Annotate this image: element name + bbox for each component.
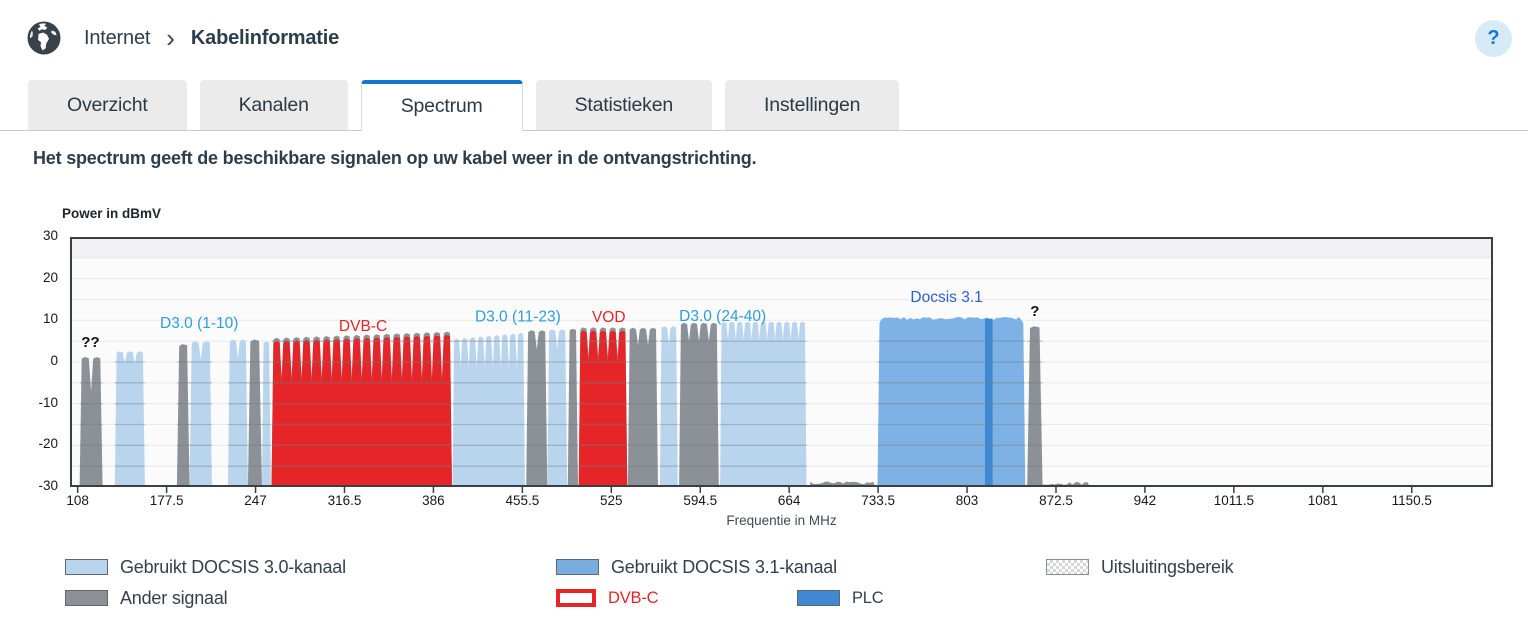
chart-annotation-4: VOD: [592, 309, 626, 326]
y-axis-title: Power in dBmV: [62, 206, 162, 221]
legend-item-other: Ander signaal: [65, 587, 228, 608]
chart-annotation-0: ??: [81, 334, 99, 351]
legend: Gebruikt DOCSIS 3.0-kanaal Gebruikt DOCSI…: [0, 557, 1528, 623]
y-tick-label: 0: [50, 353, 58, 368]
x-axis-title: Frequentie in MHz: [726, 513, 837, 528]
x-tick-label: 1081: [1307, 493, 1338, 508]
legend-item-dvbc: DVB-C: [556, 588, 659, 608]
legend-swatch-other: [65, 590, 108, 606]
tab-kanalen[interactable]: Kanalen: [199, 80, 348, 130]
x-tick-label: 942: [1133, 493, 1157, 508]
legend-item-d31: Gebruikt DOCSIS 3.1-kanaal: [556, 557, 837, 577]
header: Internet › Kabelinformatie ?: [26, 14, 1512, 62]
tab-bar: Overzicht Kanalen Spectrum Statistieken Inst…: [0, 80, 1528, 131]
tab-spectrum[interactable]: Spectrum: [360, 80, 523, 131]
legend-item-d30: Gebruikt DOCSIS 3.0-kanaal: [65, 557, 346, 577]
legend-label: Ander signaal: [120, 587, 228, 608]
spectrum-plot: ?? D3.0 (1-10) DVB-C D3.0 (11-23) VOD D3.0 (2…: [70, 237, 1493, 493]
y-tick-label: -20: [38, 436, 58, 452]
legend-label: Uitsluitingsbereik: [1101, 556, 1234, 577]
legend-swatch-excl: [1046, 559, 1089, 575]
breadcrumb-separator-icon: ›: [166, 23, 175, 53]
tab-instellingen[interactable]: Instellingen: [725, 80, 900, 130]
y-tick-label: -30: [38, 478, 58, 493]
x-tick-label: 664: [777, 493, 801, 508]
y-tick-label: 30: [42, 228, 58, 243]
chart-annotation-7: ?: [1030, 303, 1039, 320]
tab-overzicht[interactable]: Overzicht: [28, 80, 187, 130]
tab-statistieken[interactable]: Statistieken: [535, 80, 712, 130]
x-tick-label: 803: [955, 493, 979, 508]
x-tick-label: 247: [244, 493, 267, 508]
chart-annotation-5: D3.0 (24-40): [679, 308, 766, 325]
legend-label: DVB-C: [608, 588, 659, 607]
x-tick-label: 1150.5: [1391, 493, 1432, 508]
description-text: Het spectrum geeft de beschikbare signal…: [33, 148, 757, 168]
y-tick-label: -10: [38, 394, 58, 410]
chart-annotation-1: D3.0 (1-10): [160, 315, 238, 332]
x-tick-label: 455.5: [505, 493, 540, 508]
chart-annotation-6: Docsis 3.1: [910, 289, 982, 306]
x-tick-label: 525: [600, 493, 623, 508]
breadcrumb-kabelinformatie: Kabelinformatie: [190, 26, 340, 49]
x-tick-label: 733.5: [861, 493, 895, 508]
legend-item-excl: Uitsluitingsbereik: [1046, 556, 1234, 577]
y-tick-label: 10: [42, 311, 58, 327]
legend-item-plc: PLC: [797, 588, 884, 608]
help-button[interactable]: ?: [1475, 19, 1512, 57]
legend-label: Gebruikt DOCSIS 3.0-kanaal: [120, 556, 346, 577]
globe-icon: [27, 21, 61, 55]
legend-swatch-d31: [556, 559, 599, 575]
x-tick-label: 108: [66, 493, 89, 508]
x-tick-label: 177.5: [149, 493, 184, 508]
legend-swatch-d30: [65, 559, 108, 575]
y-tick-label: 20: [42, 269, 58, 285]
x-tick-label: 594.5: [683, 493, 718, 508]
breadcrumb-internet[interactable]: Internet: [84, 26, 151, 49]
legend-swatch-dvbc: [556, 589, 596, 607]
legend-swatch-plc: [797, 590, 840, 606]
x-tick-label: 386: [422, 493, 445, 508]
chart-annotation-3: D3.0 (11-23): [475, 309, 561, 326]
legend-label: Gebruikt DOCSIS 3.1-kanaal: [611, 556, 837, 577]
legend-label: PLC: [852, 588, 884, 607]
x-tick-label: 1011.5: [1213, 493, 1254, 508]
x-tick-label: 316.5: [327, 493, 362, 508]
chart-annotation-2: DVB-C: [339, 318, 387, 335]
x-tick-label: 872.5: [1039, 493, 1073, 508]
